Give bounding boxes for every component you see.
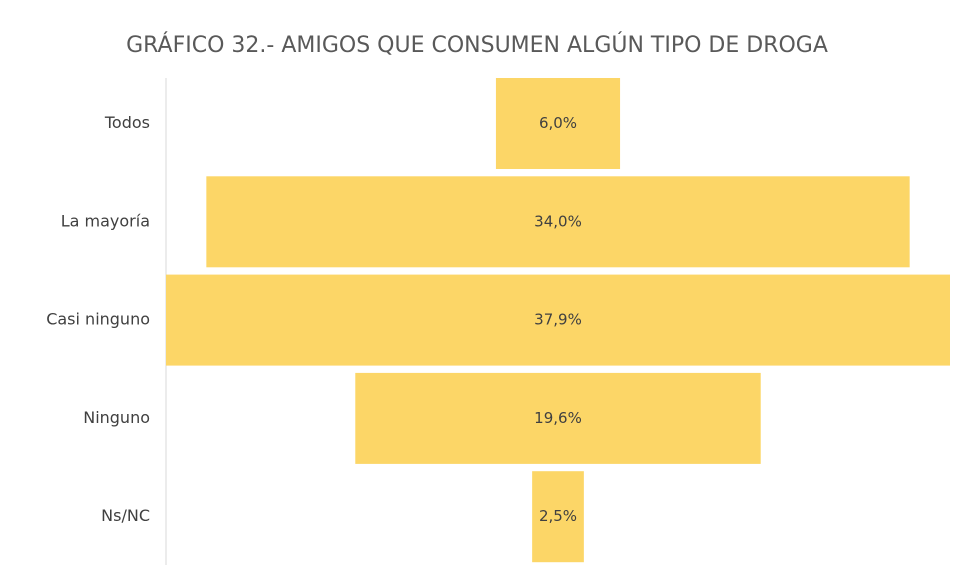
funnel-bar: [206, 176, 910, 268]
funnel-bar: [495, 78, 621, 169]
data-label: 2,5%: [539, 507, 577, 525]
data-label: 37,9%: [534, 311, 582, 329]
data-label: 34,0%: [534, 212, 582, 230]
data-label: 6,0%: [539, 114, 577, 132]
category-label: La mayoría: [61, 211, 150, 230]
funnel-bar: [166, 274, 950, 366]
chart-title: GRÁFICO 32.- AMIGOS QUE CONSUMEN ALGÚN T…: [126, 32, 828, 58]
funnel-bar: [355, 372, 761, 464]
funnel-bar: [532, 471, 584, 563]
category-label: Todos: [104, 113, 150, 132]
data-label: 19,6%: [534, 409, 582, 427]
category-label: Casi ninguno: [46, 310, 150, 329]
category-label: Ns/NC: [101, 506, 150, 525]
category-label: Ninguno: [83, 408, 150, 427]
